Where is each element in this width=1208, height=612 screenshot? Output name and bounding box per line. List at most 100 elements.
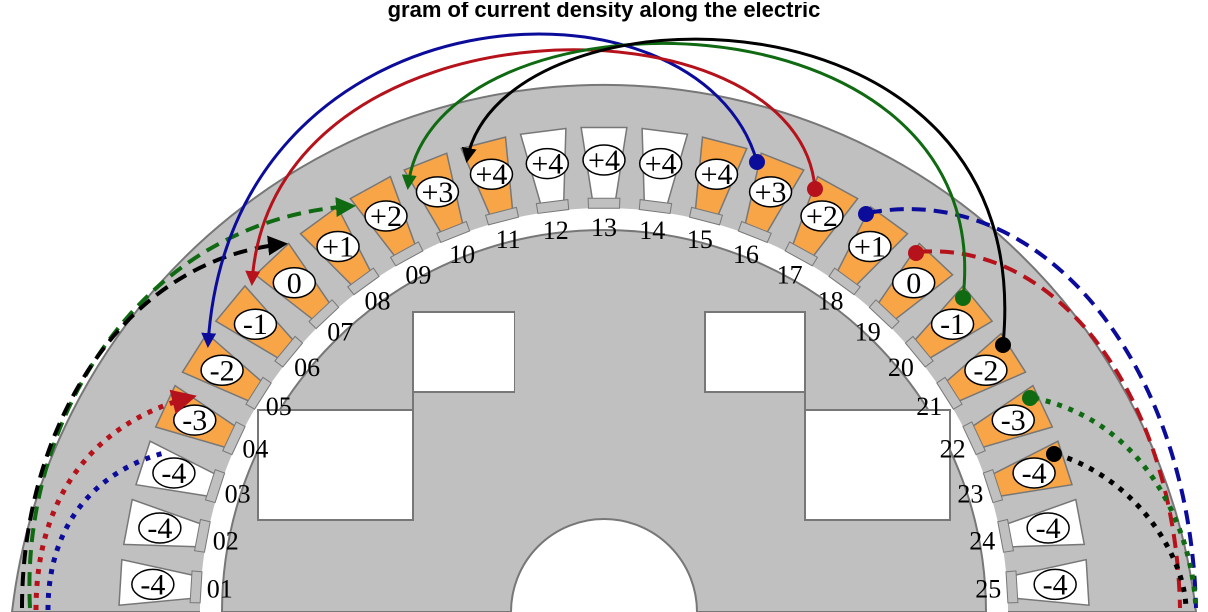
slot-value-12: +4 [531, 148, 563, 181]
slot-value-01: -4 [140, 568, 165, 601]
slot-number-06: 06 [294, 353, 320, 382]
slot-number-03: 03 [225, 480, 251, 509]
slot-value-05: -2 [210, 354, 235, 387]
tooth-shoe-01 [189, 570, 203, 604]
winding-blue-dashed-right [867, 207, 1198, 609]
winding-black-dashed-left [20, 235, 288, 609]
slot-value-10: +3 [421, 176, 453, 209]
tooth-shoe-25 [1005, 570, 1019, 604]
slot-number-05: 05 [266, 392, 292, 421]
slot-value-22: -3 [1001, 404, 1026, 437]
slot-value-oval-25 [1033, 568, 1077, 601]
slot-number-18: 18 [818, 287, 844, 316]
winding-black-dotted-right [1055, 451, 1189, 611]
slot-number-11: 11 [496, 225, 521, 254]
slot-value-03: -4 [161, 457, 186, 490]
stator-teeth: -4 01-4 02-403-304-205-106007+108+209+310+… [118, 126, 1090, 607]
tooth-shoe-03 [204, 468, 226, 504]
tooth-shoe-19 [868, 299, 900, 330]
slot-number-14: 14 [639, 216, 665, 245]
tooth-shoe-07 [308, 299, 340, 330]
winding-red-arc [245, 48, 817, 286]
slot-value-11: +4 [476, 158, 508, 191]
winding-black-dot-2 [1046, 446, 1062, 462]
slot-number-21: 21 [916, 392, 942, 421]
winding-red-dot-2 [908, 245, 924, 261]
slot-value-16: +3 [755, 176, 787, 209]
slot-value-oval-13 [582, 144, 626, 176]
winding-red-dot [807, 181, 823, 197]
winding-black-arc [461, 37, 1007, 346]
winding-blue-arc [201, 32, 759, 348]
slot-value-oval-03 [152, 457, 196, 489]
tooth-shoe-13 [587, 197, 621, 209]
slot-value-19: 0 [906, 267, 921, 300]
slot-value-oval-02 [138, 512, 182, 544]
slot-number-25: 25 [975, 574, 1001, 603]
slot-value-oval-19 [891, 267, 936, 299]
winding-blue-dot-2 [858, 206, 874, 222]
winding-black-dot [995, 337, 1011, 353]
slot-value-oval-24 [1026, 512, 1070, 544]
slot-value-09: +2 [370, 200, 402, 233]
tooth-shoe-15 [688, 206, 724, 226]
winding-blue-dot [749, 154, 765, 170]
slot-number-17: 17 [777, 261, 803, 290]
slot-value-oval-11 [469, 158, 514, 190]
tooth-shoe-16 [737, 220, 772, 244]
slot-value-13: +4 [588, 144, 620, 177]
slot-value-23: -4 [1022, 457, 1047, 490]
tooth-shoe-23 [982, 468, 1004, 504]
slot-value-oval-10 [415, 176, 460, 208]
slot-value-07: 0 [287, 267, 302, 300]
tooth-shoe-22 [962, 421, 986, 456]
slot-number-24: 24 [969, 526, 995, 555]
slot-value-02: -4 [147, 512, 172, 545]
slot-number-09: 09 [405, 261, 431, 290]
diagram-title: gram of current density along the electr… [387, 2, 821, 22]
rotor-window-right [704, 311, 951, 521]
winding-green-dotted-right [1033, 395, 1199, 611]
tooth-shoe-11 [484, 206, 520, 226]
tooth-shoe-05 [245, 376, 272, 410]
tooth-shoe-12 [535, 199, 570, 214]
slot-value-oval-20 [930, 308, 975, 340]
slot-value-oval-18 [848, 230, 892, 263]
slot-value-06: -1 [243, 308, 268, 341]
slot-number-19: 19 [855, 318, 881, 347]
slot-value-oval-15 [694, 158, 739, 190]
slot-value-14: +4 [645, 148, 677, 181]
slot-value-oval-16 [748, 176, 793, 208]
slot-value-oval-23 [1012, 457, 1056, 489]
slot-number-20: 20 [888, 353, 914, 382]
slot-value-24: -4 [1036, 512, 1061, 545]
tooth-shoe-17 [784, 241, 819, 267]
slot-value-oval-06 [233, 308, 278, 340]
tooth-shoe-21 [936, 376, 963, 410]
tooth-shoe-09 [389, 241, 424, 267]
tooth-shoe-04 [222, 421, 246, 456]
tooth-shoe-02 [193, 518, 211, 553]
tooth-shoe-08 [347, 267, 380, 296]
slot-value-oval-01 [131, 568, 175, 601]
slot-value-oval-17 [800, 200, 844, 232]
winding-green-dot-2 [1022, 390, 1038, 406]
slot-value-oval-05 [200, 354, 244, 387]
slot-number-02: 02 [213, 526, 239, 555]
winding-green-dot [955, 290, 971, 306]
slot-value-25: -4 [1043, 568, 1068, 601]
slot-number-12: 12 [543, 216, 569, 245]
end-winding-arcs [201, 32, 1062, 462]
slot-value-04: -3 [182, 404, 207, 437]
winding-green-arc [401, 41, 967, 299]
slot-value-oval-09 [364, 200, 408, 232]
slot-value-08: +1 [322, 231, 354, 264]
slot-value-21: -2 [973, 354, 998, 387]
winding-green-dashed-left [27, 197, 356, 609]
tooth-shoe-06 [274, 335, 304, 368]
tooth-shoe-24 [997, 518, 1015, 553]
slot-number-23: 23 [957, 480, 983, 509]
rotor-center-post [515, 265, 693, 395]
slot-number-07: 07 [327, 318, 353, 347]
